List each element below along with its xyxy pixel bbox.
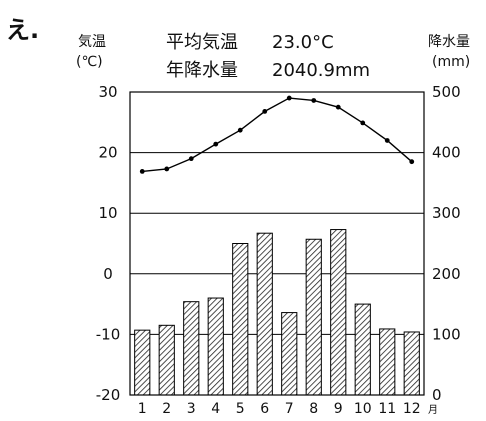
temperature-point: [188, 156, 194, 162]
month-tick-label: 12: [403, 401, 421, 417]
panel-label: え.: [6, 16, 39, 44]
precip-bar: [354, 303, 371, 396]
right-tick-label: 300: [432, 204, 461, 222]
left-axis-ticks: 30 20 10 0 -10 -20: [96, 83, 121, 404]
left-tick-label: 30: [98, 83, 117, 101]
temperature-line: [139, 95, 415, 174]
left-tick-label: -10: [96, 325, 121, 343]
precip-bar: [232, 243, 249, 396]
right-tick-label: 200: [432, 265, 461, 283]
month-axis-ticks: 1 2 3 4 5 6 7 8 9 10 11 12: [138, 401, 421, 417]
temperature-point: [164, 166, 170, 172]
month-tick-label: 2: [162, 401, 171, 417]
month-tick-label: 11: [378, 401, 396, 417]
month-tick-label: 6: [260, 401, 269, 417]
month-tick-label: 10: [354, 401, 372, 417]
precip-bar: [134, 329, 151, 396]
annual-precip-label: 年降水量: [166, 60, 238, 81]
left-axis-label-line1: 気温: [78, 34, 106, 50]
precip-bar: [403, 331, 420, 396]
right-axis-label-line2: (mm): [432, 54, 470, 70]
month-tick-label: 3: [187, 401, 196, 417]
month-tick-label: 7: [285, 401, 294, 417]
month-tick-label: 4: [211, 401, 220, 417]
left-axis-label-line2: (℃): [76, 54, 103, 70]
plot-frame: [129, 91, 425, 396]
month-tick-label: 9: [334, 401, 343, 417]
temperature-polyline: [142, 97, 413, 173]
temperature-point: [384, 138, 390, 143]
left-tick-label: 0: [103, 265, 113, 283]
mean-temp-label: 平均気温: [166, 32, 238, 53]
temperature-point: [286, 95, 292, 101]
right-axis-label-line1: 降水量: [428, 34, 470, 50]
temperature-point: [139, 168, 145, 174]
right-tick-label: 400: [432, 144, 461, 162]
temperature-point: [360, 120, 366, 126]
right-axis-ticks: 500 400 300 200 100 0: [432, 83, 461, 404]
left-tick-label: 20: [98, 144, 117, 162]
precip-bar: [379, 328, 396, 396]
temperature-point: [409, 159, 415, 165]
precipitation-bars: [134, 229, 420, 396]
month-tick-label: 1: [138, 401, 147, 417]
grid-lines: [130, 152, 424, 335]
month-unit-label: 月: [428, 404, 438, 416]
right-tick-label: 500: [432, 83, 461, 101]
precip-bar: [281, 312, 298, 396]
right-tick-label: 0: [432, 386, 442, 404]
left-tick-label: 10: [98, 204, 117, 222]
mean-temp-value: 23.0°C: [272, 32, 334, 53]
precip-bar: [305, 238, 322, 396]
temperature-point: [335, 104, 341, 110]
precip-bar: [207, 297, 224, 396]
temperature-point: [262, 108, 268, 114]
annual-precip-value: 2040.9mm: [272, 60, 370, 81]
temperature-point: [311, 98, 317, 103]
precip-bar: [183, 301, 200, 396]
month-tick-label: 8: [309, 401, 318, 417]
precip-bar: [158, 324, 175, 396]
left-tick-label: -20: [96, 386, 121, 404]
month-tick-label: 5: [236, 401, 245, 417]
precip-bar: [330, 229, 347, 396]
temperature-point: [237, 127, 243, 133]
precip-bar: [256, 232, 273, 396]
right-tick-label: 100: [432, 325, 461, 343]
temperature-point: [213, 141, 219, 147]
